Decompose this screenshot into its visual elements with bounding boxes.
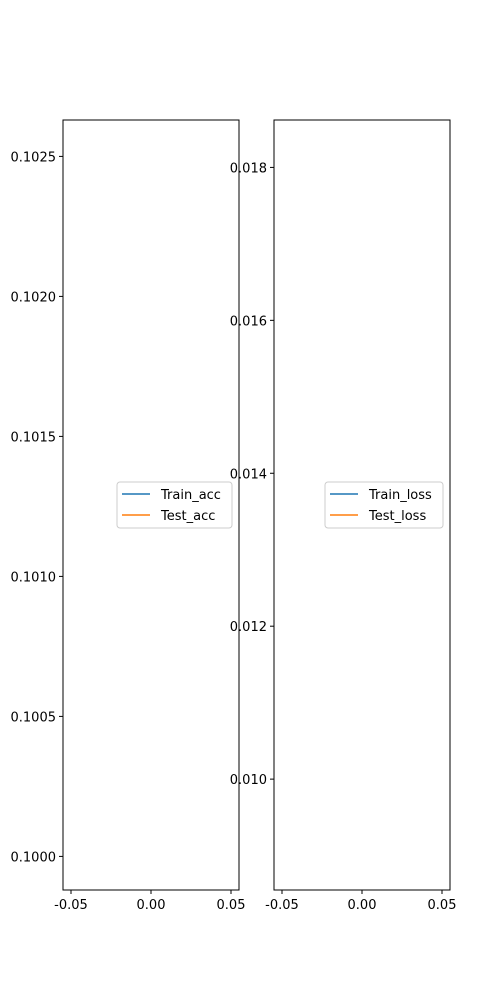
y-tick-label: 0.016 bbox=[230, 314, 267, 329]
y-tick-label: 0.1020 bbox=[11, 290, 57, 305]
y-tick-label: 0.1015 bbox=[11, 430, 57, 445]
x-tick-label: 0.05 bbox=[428, 898, 457, 913]
y-tick-label: 0.1010 bbox=[11, 570, 57, 585]
y-tick-label: 0.010 bbox=[230, 773, 267, 788]
x-tick-label: 0.00 bbox=[137, 898, 166, 913]
x-tick-label: -0.05 bbox=[54, 898, 88, 913]
x-tick-label: 0.05 bbox=[217, 898, 246, 913]
y-tick-label: 0.018 bbox=[230, 161, 267, 176]
x-tick-label: -0.05 bbox=[265, 898, 299, 913]
y-tick-label: 0.014 bbox=[230, 467, 267, 482]
legend: Train_loss Test_loss bbox=[324, 481, 444, 529]
y-tick-label: 0.1005 bbox=[11, 710, 57, 725]
legend-label: Test_acc bbox=[160, 509, 215, 524]
legend-label: Train_acc bbox=[160, 488, 221, 503]
x-tick-label: 0.00 bbox=[348, 898, 377, 913]
loss-plot: -0.05 0.00 0.05 0.010 0.012 0.014 0.016 0.018 Tr… bbox=[230, 119, 457, 913]
legend-label: Train_loss bbox=[368, 488, 432, 503]
legend-label: Test_loss bbox=[368, 509, 426, 524]
legend: Train_acc Test_acc bbox=[116, 481, 233, 529]
y-tick-label: 0.1025 bbox=[11, 150, 57, 165]
y-tick-label: 0.012 bbox=[230, 620, 267, 635]
accuracy-plot: -0.05 0.00 0.05 0.1000 0.1005 0.1010 0.1015 0.1… bbox=[11, 119, 246, 913]
y-tick-label: 0.1000 bbox=[11, 850, 57, 865]
